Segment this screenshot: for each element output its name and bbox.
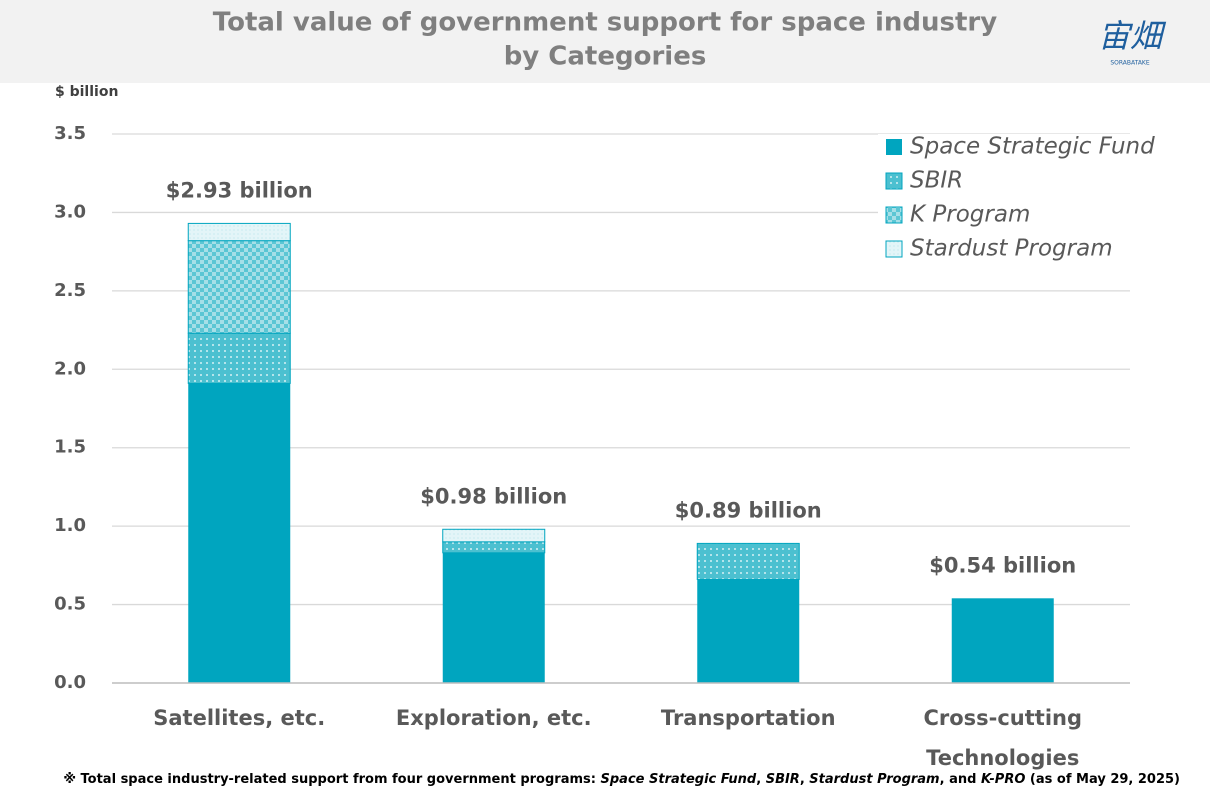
- total-label: $0.54 billion: [929, 553, 1076, 577]
- footnote: ※ Total space industry-related support f…: [63, 772, 1180, 787]
- bar-segment: [696, 542, 800, 580]
- footnote-part: (as of May 29, 2025): [1025, 772, 1180, 787]
- title-band: [0, 0, 1210, 83]
- bar-segment: [442, 552, 545, 683]
- legend-label: Stardust Program: [910, 236, 1113, 262]
- legend-label: SBIR: [910, 168, 963, 194]
- x-tick-label: Exploration, etc.: [395, 706, 592, 730]
- total-label: $0.89 billion: [675, 498, 822, 522]
- bar-segment: [442, 541, 546, 554]
- legend-swatch: [885, 206, 903, 224]
- bar-segment: [442, 528, 546, 543]
- footnote-part: K-PRO: [981, 772, 1025, 787]
- bar-segment: [188, 383, 291, 683]
- footnote-part: ,: [756, 772, 765, 787]
- bar-segment: [187, 222, 291, 242]
- x-tick-label: Satellites, etc.: [153, 706, 326, 730]
- bar-segment: [187, 240, 291, 334]
- y-axis-label: $ billion: [55, 84, 118, 100]
- bar-segment: [697, 579, 800, 683]
- total-label: $2.93 billion: [166, 178, 313, 202]
- footnote-part: Stardust Program: [809, 772, 939, 787]
- y-tick-label: 3.0: [54, 201, 86, 222]
- footnote-part: , and: [940, 772, 981, 787]
- x-tick-label: Cross-cutting Technologies: [923, 706, 1083, 770]
- legend-swatch: [885, 240, 903, 258]
- y-tick-label: 2.5: [54, 280, 86, 301]
- footnote-part: Space Strategic Fund: [601, 772, 757, 787]
- total-label: $0.98 billion: [420, 484, 567, 508]
- y-tick-label: 3.5: [54, 123, 86, 144]
- chart-title: by Categories: [504, 42, 707, 72]
- y-tick-label: 0.5: [54, 594, 86, 615]
- y-tick-label: 1.0: [54, 515, 86, 536]
- bar-segment: [951, 598, 1054, 683]
- legend-swatch: [886, 139, 902, 155]
- chart-title: Total value of government support for sp…: [213, 8, 997, 38]
- footnote-part: ,: [800, 772, 809, 787]
- footnote-part: SBIR: [766, 772, 800, 787]
- x-tick-label: Transportation: [660, 706, 836, 730]
- legend-label: K Program: [910, 202, 1030, 228]
- y-tick-label: 2.0: [54, 358, 86, 379]
- legend-swatch: [885, 172, 903, 190]
- y-tick-label: 0.0: [54, 672, 86, 693]
- logo-subtext: SORABATAKE: [1110, 60, 1150, 67]
- legend-box: [878, 134, 1130, 266]
- footnote-part: ※ Total space industry-related support f…: [63, 772, 600, 787]
- legend-label: Space Strategic Fund: [910, 134, 1155, 160]
- y-tick-label: 1.5: [54, 437, 86, 458]
- logo: 宙畑: [1098, 17, 1167, 55]
- bar-segment: [187, 332, 291, 384]
